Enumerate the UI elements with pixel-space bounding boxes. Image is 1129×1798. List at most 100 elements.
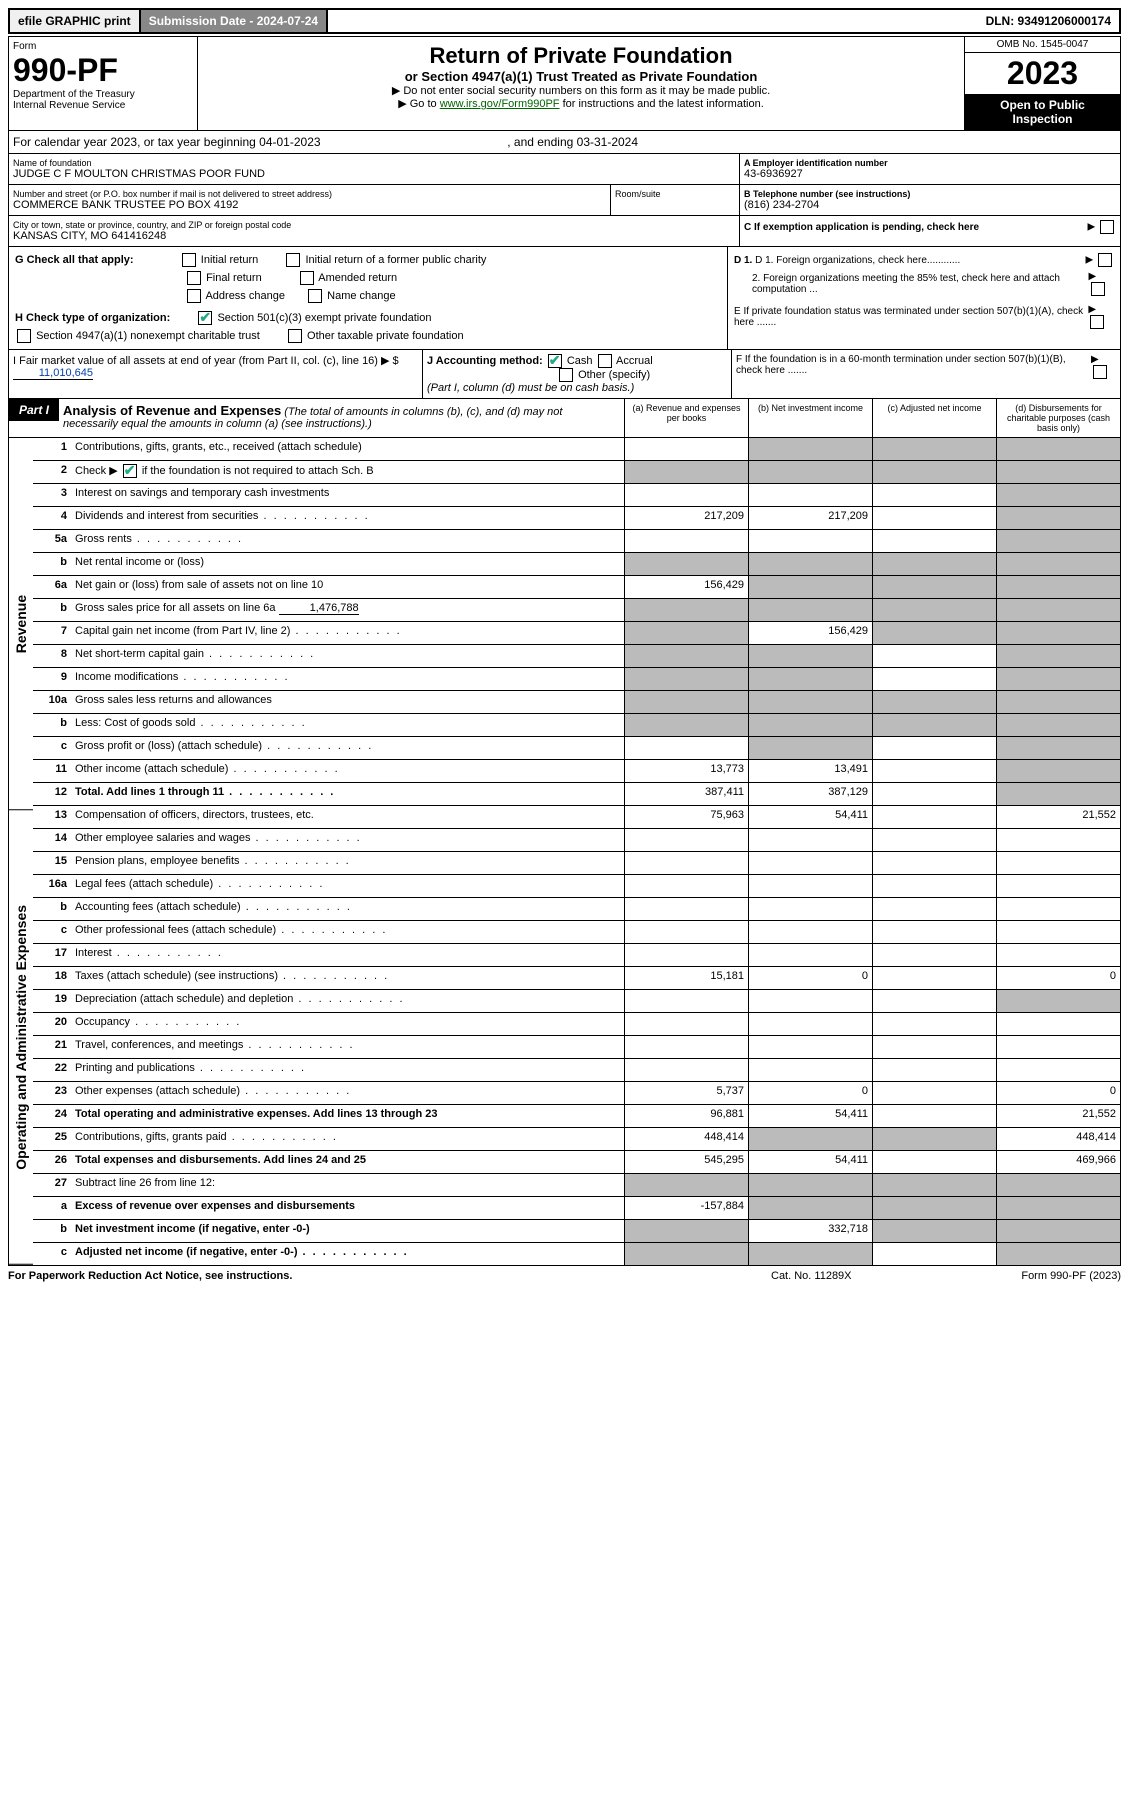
room-label: Room/suite bbox=[615, 189, 735, 199]
line-26-d: 469,966 bbox=[996, 1151, 1120, 1173]
line-24-desc: Total operating and administrative expen… bbox=[71, 1105, 624, 1127]
line-25-d: 448,414 bbox=[996, 1128, 1120, 1150]
revenue-side-label: Revenue bbox=[9, 438, 33, 810]
department: Department of the Treasury Internal Reve… bbox=[13, 89, 193, 111]
line-16c-desc: Other professional fees (attach schedule… bbox=[71, 921, 624, 943]
open-to-public: Open to Public Inspection bbox=[965, 94, 1120, 130]
h-501c3[interactable] bbox=[198, 311, 212, 325]
line-10b-desc: Less: Cost of goods sold bbox=[71, 714, 624, 736]
line-3-desc: Interest on savings and temporary cash i… bbox=[71, 484, 624, 506]
line-13-b: 54,411 bbox=[748, 806, 872, 828]
phone-value: (816) 234-2704 bbox=[744, 199, 1116, 211]
line-10a-desc: Gross sales less returns and allowances bbox=[71, 691, 624, 713]
form-subtitle: or Section 4947(a)(1) Trust Treated as P… bbox=[204, 69, 958, 84]
line-7-b: 156,429 bbox=[748, 622, 872, 644]
form-header: Form 990-PF Department of the Treasury I… bbox=[8, 36, 1121, 131]
city-label: City or town, state or province, country… bbox=[13, 220, 735, 230]
j-label: J Accounting method: bbox=[427, 355, 543, 367]
line-27b-b: 332,718 bbox=[748, 1220, 872, 1242]
line-26-b: 54,411 bbox=[748, 1151, 872, 1173]
col-b-header: (b) Net investment income bbox=[748, 399, 872, 437]
line-4-a: 217,209 bbox=[624, 507, 748, 529]
line-18-d: 0 bbox=[996, 967, 1120, 989]
h-label: H Check type of organization: bbox=[15, 312, 170, 324]
line-24-d: 21,552 bbox=[996, 1105, 1120, 1127]
line-23-desc: Other expenses (attach schedule) bbox=[71, 1082, 624, 1104]
part1-title: Analysis of Revenue and Expenses bbox=[63, 403, 281, 418]
calendar-year-line: For calendar year 2023, or tax year begi… bbox=[8, 131, 1121, 154]
ein-value: 43-6936927 bbox=[744, 168, 1116, 180]
line-26-desc: Total expenses and disbursements. Add li… bbox=[71, 1151, 624, 1173]
line-27b-desc: Net investment income (if negative, ente… bbox=[71, 1220, 624, 1242]
submission-date: Submission Date - 2024-07-24 bbox=[141, 10, 328, 32]
line-24-b: 54,411 bbox=[748, 1105, 872, 1127]
line-2-desc: Check ▶ if the foundation is not require… bbox=[71, 461, 624, 483]
d1-checkbox[interactable] bbox=[1098, 253, 1112, 267]
line-10c-desc: Gross profit or (loss) (attach schedule) bbox=[71, 737, 624, 759]
line-18-b: 0 bbox=[748, 967, 872, 989]
line-6b-val: 1,476,788 bbox=[279, 602, 359, 615]
line-1-desc: Contributions, gifts, grants, etc., rece… bbox=[71, 438, 624, 460]
line-17-desc: Interest bbox=[71, 944, 624, 966]
g-amended-return[interactable] bbox=[300, 271, 314, 285]
line-23-d: 0 bbox=[996, 1082, 1120, 1104]
line-5a-desc: Gross rents bbox=[71, 530, 624, 552]
address-value: COMMERCE BANK TRUSTEE PO BOX 4192 bbox=[13, 199, 606, 211]
line-4-desc: Dividends and interest from securities bbox=[71, 507, 624, 529]
part1-tag: Part I bbox=[9, 399, 59, 421]
g-initial-return[interactable] bbox=[182, 253, 196, 267]
line-20-desc: Occupancy bbox=[71, 1013, 624, 1035]
line-18-a: 15,181 bbox=[624, 967, 748, 989]
g-label: G Check all that apply: bbox=[15, 254, 134, 266]
exemption-checkbox[interactable] bbox=[1100, 220, 1114, 234]
line-13-a: 75,963 bbox=[624, 806, 748, 828]
line-15-desc: Pension plans, employee benefits bbox=[71, 852, 624, 874]
line-11-desc: Other income (attach schedule) bbox=[71, 760, 624, 782]
h-4947a1[interactable] bbox=[17, 329, 31, 343]
line-25-a: 448,414 bbox=[624, 1128, 748, 1150]
line-27a-a: -157,884 bbox=[624, 1197, 748, 1219]
instructions-link[interactable]: www.irs.gov/Form990PF bbox=[440, 98, 560, 110]
line-8-desc: Net short-term capital gain bbox=[71, 645, 624, 667]
pra-notice: For Paperwork Reduction Act Notice, see … bbox=[8, 1270, 771, 1282]
col-a-header: (a) Revenue and expenses per books bbox=[624, 399, 748, 437]
instr-ssn: ▶ Do not enter social security numbers o… bbox=[204, 84, 958, 97]
line-6b-desc: Gross sales price for all assets on line… bbox=[71, 599, 624, 621]
line-5b-desc: Net rental income or (loss) bbox=[71, 553, 624, 575]
line-18-desc: Taxes (attach schedule) (see instruction… bbox=[71, 967, 624, 989]
form-title: Return of Private Foundation bbox=[204, 43, 958, 69]
h-other-taxable[interactable] bbox=[288, 329, 302, 343]
line-23-a: 5,737 bbox=[624, 1082, 748, 1104]
g-final-return[interactable] bbox=[187, 271, 201, 285]
f-checkbox[interactable] bbox=[1093, 365, 1107, 379]
schb-checkbox[interactable] bbox=[123, 464, 137, 478]
line-12-b: 387,129 bbox=[748, 783, 872, 805]
check-section: G Check all that apply: Initial return I… bbox=[8, 247, 1121, 350]
g-address-change[interactable] bbox=[187, 289, 201, 303]
expenses-side-label: Operating and Administrative Expenses bbox=[9, 810, 33, 1265]
g-initial-former[interactable] bbox=[286, 253, 300, 267]
line-4-b: 217,209 bbox=[748, 507, 872, 529]
g-name-change[interactable] bbox=[308, 289, 322, 303]
line-11-b: 13,491 bbox=[748, 760, 872, 782]
line-9-desc: Income modifications bbox=[71, 668, 624, 690]
col-c-header: (c) Adjusted net income bbox=[872, 399, 996, 437]
line-27-desc: Subtract line 26 from line 12: bbox=[71, 1174, 624, 1196]
col-d-header: (d) Disbursements for charitable purpose… bbox=[996, 399, 1120, 437]
e-checkbox[interactable] bbox=[1090, 315, 1104, 329]
efile-print-button[interactable]: efile GRAPHIC print bbox=[10, 10, 141, 32]
line-6a-desc: Net gain or (loss) from sale of assets n… bbox=[71, 576, 624, 598]
j-accrual[interactable] bbox=[598, 354, 612, 368]
i-fmv-value[interactable]: 11,010,645 bbox=[13, 367, 93, 380]
line-21-desc: Travel, conferences, and meetings bbox=[71, 1036, 624, 1058]
name-label: Name of foundation bbox=[13, 158, 735, 168]
line-19-desc: Depreciation (attach schedule) and deple… bbox=[71, 990, 624, 1012]
j-other[interactable] bbox=[559, 368, 573, 382]
d2-checkbox[interactable] bbox=[1091, 282, 1105, 296]
line-7-desc: Capital gain net income (from Part IV, l… bbox=[71, 622, 624, 644]
i-label: I Fair market value of all assets at end… bbox=[13, 355, 399, 367]
top-bar: efile GRAPHIC print Submission Date - 20… bbox=[8, 8, 1121, 34]
catalog-number: Cat. No. 11289X bbox=[771, 1270, 971, 1282]
j-cash[interactable] bbox=[548, 354, 562, 368]
page-footer: For Paperwork Reduction Act Notice, see … bbox=[8, 1266, 1121, 1282]
